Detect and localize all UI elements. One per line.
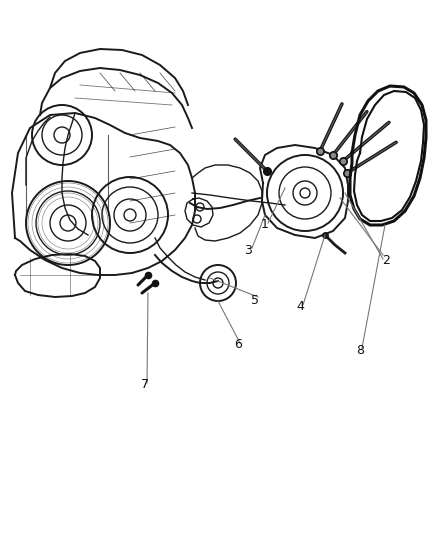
- Text: 1: 1: [261, 219, 269, 231]
- Text: 5: 5: [251, 294, 259, 306]
- Text: 3: 3: [244, 245, 252, 257]
- Text: 7: 7: [141, 378, 149, 392]
- Text: 4: 4: [296, 301, 304, 313]
- Text: 6: 6: [234, 338, 242, 351]
- Text: 8: 8: [356, 343, 364, 357]
- Text: 2: 2: [382, 254, 390, 268]
